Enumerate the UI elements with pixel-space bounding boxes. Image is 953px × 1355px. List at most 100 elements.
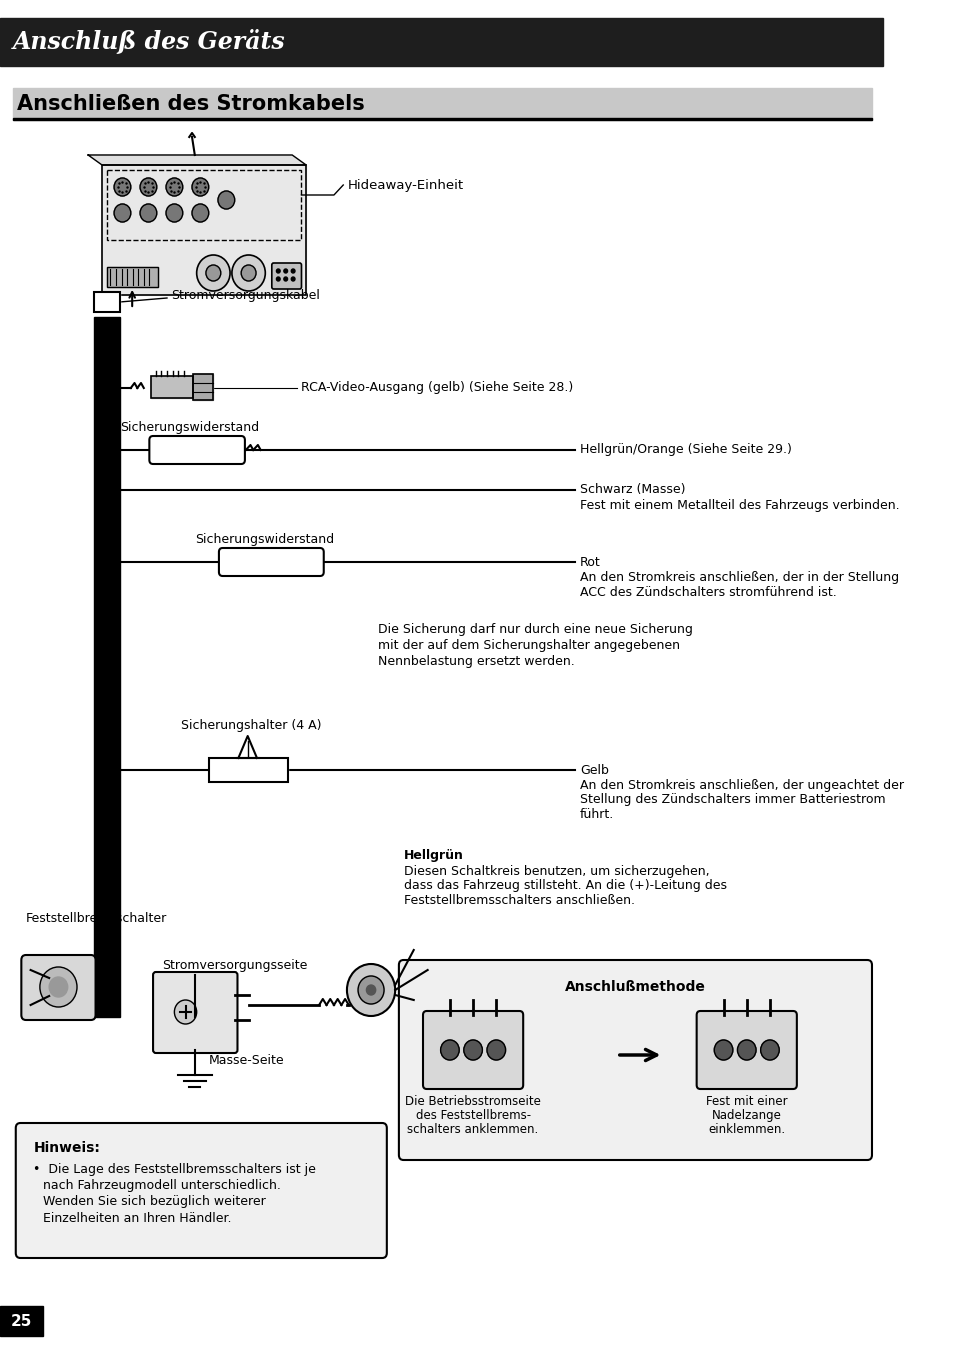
Circle shape — [357, 976, 384, 1004]
Text: 25: 25 — [10, 1313, 32, 1328]
Bar — [107, 267, 157, 287]
Text: An den Stromkreis anschließen, der ungeachtet der: An den Stromkreis anschließen, der ungea… — [579, 779, 902, 793]
Text: Gelb: Gelb — [579, 763, 608, 776]
Text: dass das Fahrzeug stillsteht. An die (+)-Leitung des: dass das Fahrzeug stillsteht. An die (+)… — [403, 879, 726, 893]
Polygon shape — [88, 154, 306, 165]
Bar — [102, 165, 306, 295]
Text: Hellgrün/Orange (Siehe Seite 29.): Hellgrün/Orange (Siehe Seite 29.) — [579, 443, 791, 457]
Circle shape — [284, 276, 287, 280]
Text: einklemmen.: einklemmen. — [707, 1123, 784, 1135]
Circle shape — [347, 963, 395, 1016]
FancyBboxPatch shape — [696, 1011, 796, 1089]
Text: •  Die Lage des Feststellbremsschalters ist je: • Die Lage des Feststellbremsschalters i… — [33, 1164, 316, 1176]
FancyBboxPatch shape — [152, 972, 237, 1053]
Bar — [13, 118, 871, 121]
Bar — [93, 291, 119, 312]
Text: Wenden Sie sich bezüglich weiterer: Wenden Sie sich bezüglich weiterer — [43, 1195, 265, 1209]
Text: Feststellbremsschalters anschließen.: Feststellbremsschalters anschließen. — [403, 893, 634, 906]
Bar — [209, 757, 287, 782]
Bar — [102, 165, 306, 295]
FancyBboxPatch shape — [150, 436, 245, 463]
FancyBboxPatch shape — [272, 263, 301, 289]
Text: Schwarz (Masse): Schwarz (Masse) — [579, 484, 684, 496]
Circle shape — [232, 255, 265, 291]
Bar — [193, 374, 213, 400]
Text: führt.: führt. — [579, 808, 614, 821]
Circle shape — [366, 985, 375, 995]
Bar — [0, 1306, 43, 1336]
Circle shape — [291, 276, 294, 280]
Circle shape — [114, 205, 131, 222]
Circle shape — [192, 205, 209, 222]
Circle shape — [140, 205, 156, 222]
Circle shape — [486, 1041, 505, 1060]
FancyBboxPatch shape — [218, 547, 323, 576]
Circle shape — [714, 1041, 732, 1060]
Text: Stromversorgungsseite: Stromversorgungsseite — [162, 958, 308, 972]
Text: RCA-Video-Ausgang (gelb) (Siehe Seite 28.): RCA-Video-Ausgang (gelb) (Siehe Seite 28… — [301, 382, 573, 394]
Text: schalters anklemmen.: schalters anklemmen. — [407, 1123, 538, 1135]
Text: Diesen Schaltkreis benutzen, um sicherzugehen,: Diesen Schaltkreis benutzen, um sicherzu… — [403, 866, 708, 878]
Circle shape — [218, 191, 234, 209]
Text: des Feststellbrems-: des Feststellbrems- — [416, 1108, 530, 1122]
Circle shape — [276, 270, 280, 272]
Text: Hideaway-Einheit: Hideaway-Einheit — [348, 179, 463, 191]
Circle shape — [463, 1041, 482, 1060]
Text: Hinweis:: Hinweis: — [33, 1141, 100, 1154]
Text: Stellung des Zündschalters immer Batteriestrom: Stellung des Zündschalters immer Batteri… — [579, 794, 884, 806]
Text: Feststellbremsschalter: Feststellbremsschalter — [26, 912, 167, 924]
Bar — [151, 375, 193, 398]
Text: ACC des Zündschalters stromführend ist.: ACC des Zündschalters stromführend ist. — [579, 585, 836, 599]
Circle shape — [284, 270, 287, 272]
Text: Masse-Seite: Masse-Seite — [209, 1053, 284, 1066]
Text: Nennbelastung ersetzt werden.: Nennbelastung ersetzt werden. — [378, 656, 575, 668]
Circle shape — [140, 178, 156, 196]
Text: An den Stromkreis anschließen, der in der Stellung: An den Stromkreis anschließen, der in de… — [579, 572, 898, 584]
Text: Nadelzange: Nadelzange — [711, 1108, 781, 1122]
Circle shape — [114, 178, 131, 196]
Circle shape — [196, 255, 230, 291]
Text: Anschließen des Stromkabels: Anschließen des Stromkabels — [17, 93, 364, 114]
Text: Die Sicherung darf nur durch eine neue Sicherung: Die Sicherung darf nur durch eine neue S… — [378, 623, 693, 637]
Text: Sicherungswiderstand: Sicherungswiderstand — [120, 421, 259, 435]
Bar — [13, 88, 871, 121]
FancyBboxPatch shape — [16, 1123, 386, 1257]
Bar — [193, 374, 213, 400]
Text: Hellgrün: Hellgrün — [403, 850, 463, 863]
Circle shape — [241, 266, 255, 280]
Text: Die Betriebsstromseite: Die Betriebsstromseite — [405, 1095, 540, 1108]
Bar — [209, 757, 287, 782]
Circle shape — [50, 977, 68, 997]
Text: nach Fahrzeugmodell unterschiedlich.: nach Fahrzeugmodell unterschiedlich. — [43, 1179, 280, 1192]
Bar — [93, 291, 119, 312]
Text: mit der auf dem Sicherungshalter angegebenen: mit der auf dem Sicherungshalter angegeb… — [378, 640, 679, 653]
Circle shape — [440, 1041, 458, 1060]
Circle shape — [192, 178, 209, 196]
Circle shape — [276, 276, 280, 280]
Circle shape — [760, 1041, 779, 1060]
Text: Sicherungshalter (4 A): Sicherungshalter (4 A) — [181, 720, 321, 733]
Text: Fest mit einem Metallteil des Fahrzeugs verbinden.: Fest mit einem Metallteil des Fahrzeugs … — [579, 500, 899, 512]
Bar — [0, 18, 882, 66]
Circle shape — [166, 178, 183, 196]
Bar — [107, 267, 157, 287]
Text: Anschluß des Geräts: Anschluß des Geräts — [13, 30, 285, 54]
Circle shape — [166, 205, 183, 222]
Circle shape — [40, 967, 77, 1007]
Circle shape — [737, 1041, 755, 1060]
Circle shape — [206, 266, 220, 280]
FancyBboxPatch shape — [422, 1011, 522, 1089]
Bar — [151, 375, 193, 398]
Text: Sicherungswiderstand: Sicherungswiderstand — [194, 534, 334, 546]
FancyBboxPatch shape — [21, 955, 95, 1020]
Bar — [93, 317, 119, 1018]
FancyBboxPatch shape — [398, 959, 871, 1160]
Text: Anschlußmethode: Anschlußmethode — [564, 980, 705, 995]
Text: Rot: Rot — [579, 556, 599, 569]
Bar — [107, 169, 301, 240]
Circle shape — [291, 270, 294, 272]
Text: Stromversorgungskabel: Stromversorgungskabel — [172, 289, 320, 302]
Text: Einzelheiten an Ihren Händler.: Einzelheiten an Ihren Händler. — [43, 1211, 231, 1225]
Circle shape — [174, 1000, 196, 1024]
Text: Fest mit einer: Fest mit einer — [705, 1095, 787, 1108]
